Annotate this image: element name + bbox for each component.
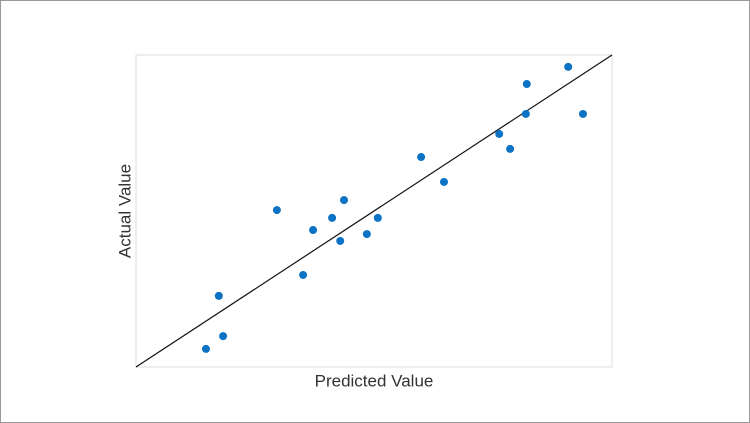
point xyxy=(417,153,426,162)
identity-line xyxy=(135,54,613,368)
point xyxy=(219,332,228,341)
point xyxy=(362,230,371,239)
point xyxy=(522,80,531,89)
point xyxy=(578,109,587,118)
point xyxy=(328,213,337,222)
point xyxy=(564,62,573,71)
point xyxy=(521,109,530,118)
x-axis-label: Predicted Value xyxy=(315,371,434,390)
point xyxy=(309,226,318,235)
point xyxy=(373,213,382,222)
point xyxy=(272,206,281,215)
point xyxy=(439,177,448,186)
point xyxy=(201,344,210,353)
point xyxy=(214,291,223,300)
y-axis-label: Actual Value xyxy=(115,164,134,258)
plot-area xyxy=(135,54,613,368)
point xyxy=(299,270,308,279)
point xyxy=(506,144,515,153)
point xyxy=(336,236,345,245)
point xyxy=(340,196,349,205)
point xyxy=(495,129,504,138)
